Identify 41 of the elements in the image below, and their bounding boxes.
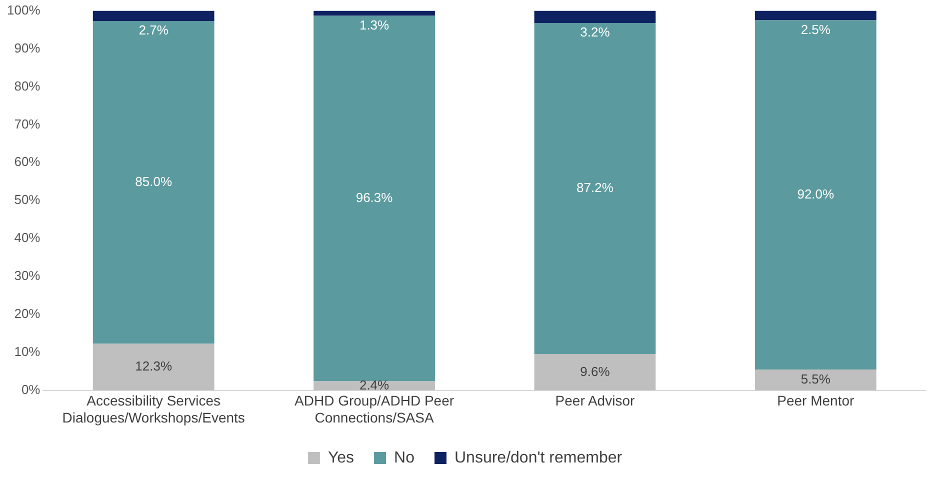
data-label: 2.5%	[800, 22, 831, 37]
data-label: 96.3%	[356, 190, 394, 206]
data-label: 12.3%	[135, 358, 172, 374]
y-tick-label: 50%	[14, 192, 41, 208]
bar	[92, 21, 214, 344]
data-label: 92.0%	[797, 186, 835, 202]
y-tick-label: 80%	[14, 78, 41, 94]
data-label: 2.7%	[138, 22, 169, 38]
bar	[92, 10, 214, 22]
legend-label: Yes	[328, 449, 354, 466]
x-tick-label: ADHD Group/ADHD Peer Connections/SASA	[294, 392, 454, 426]
bar	[314, 10, 435, 16]
data-label: 1.3%	[359, 17, 390, 32]
y-tick-label: 40%	[14, 230, 41, 246]
bar	[754, 370, 876, 390]
legend-label: Unsure/don't remember	[454, 449, 623, 466]
y-tick-label: 70%	[14, 116, 41, 132]
data-label: 5.5%	[800, 372, 831, 387]
bar	[314, 16, 435, 382]
bar	[92, 344, 214, 390]
x-tick-label: Peer Mentor	[777, 392, 855, 409]
data-label: 9.6%	[580, 364, 610, 379]
bar	[534, 354, 656, 390]
data-label: 85.0%	[135, 174, 172, 189]
y-tick-label: 20%	[14, 306, 41, 322]
y-tick-label: 60%	[14, 154, 41, 170]
bar	[534, 10, 656, 23]
y-tick-label: 0%	[21, 382, 41, 397]
bar	[754, 10, 876, 20]
bar	[534, 22, 656, 354]
y-tick-label: 30%	[14, 268, 41, 284]
legend-label: No	[394, 449, 415, 466]
x-tick-label: Accessibility Services Dialogues/Workshops/Events	[62, 392, 245, 426]
data-label: 87.2%	[576, 180, 614, 196]
y-tick-label: 100%	[7, 2, 41, 18]
data-label: 3.2%	[580, 24, 610, 40]
y-tick-label: 10%	[14, 344, 41, 360]
y-tick-label: 90%	[14, 40, 41, 56]
bar	[754, 20, 876, 370]
x-tick-label: Peer Advisor	[555, 392, 635, 409]
data-label: 2.4%	[359, 377, 390, 392]
